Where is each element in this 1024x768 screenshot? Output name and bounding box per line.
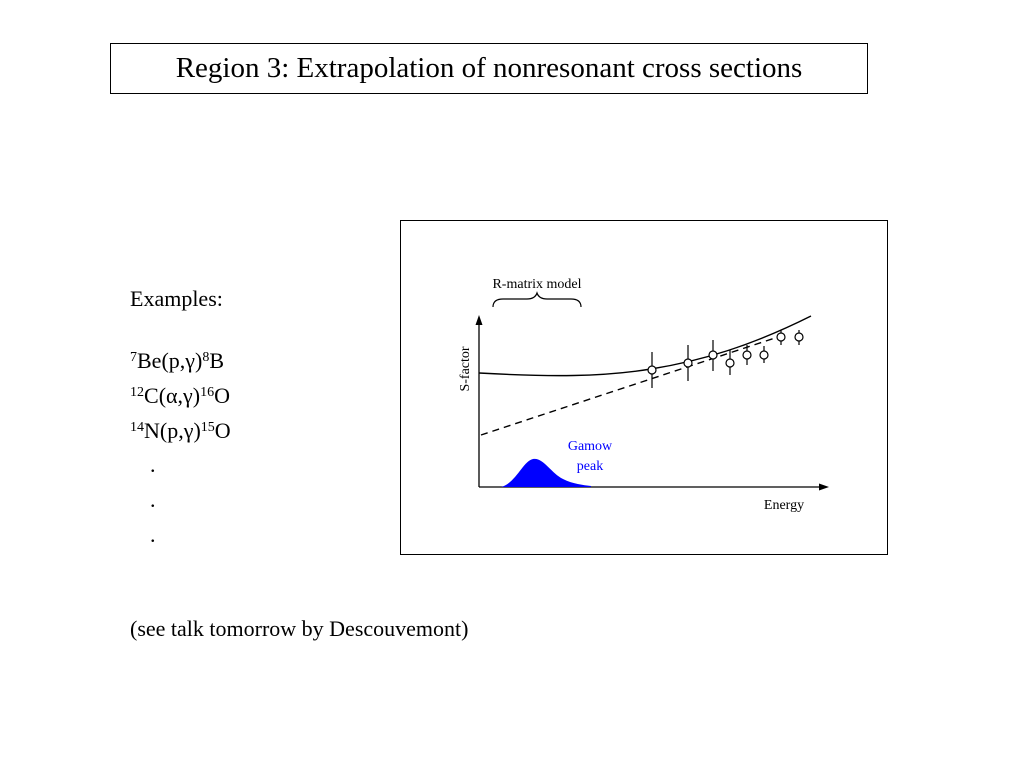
data-point — [742, 345, 752, 365]
target-nucleus: C — [144, 383, 159, 408]
r-matrix-fit-curve — [478, 315, 812, 377]
reaction-item: 12C(α,γ)16O — [130, 378, 231, 413]
model-range-brace — [492, 291, 582, 308]
continuation-dot: . — [150, 452, 156, 477]
reaction-channel: (α,γ) — [158, 383, 201, 408]
data-point — [708, 340, 718, 371]
reaction-channel: (p,γ) — [159, 418, 201, 443]
diagram-canvas: S-factor Energy R-matrix model Gamow pea… — [458, 277, 829, 513]
reaction-list: 7Be(p,γ)8B 12C(α,γ)16O 14N(p,γ)15O — [130, 343, 231, 448]
product-nucleus: O — [214, 418, 231, 443]
reference-note: (see talk tomorrow by Descouvemont) — [130, 616, 469, 641]
reaction-item: 14N(p,γ)15O — [130, 413, 231, 448]
gamow-label-line2: peak — [577, 459, 603, 474]
target-mass-number: 12 — [130, 385, 144, 400]
reaction-item: 7Be(p,γ)8B — [130, 343, 231, 378]
target-nucleus: Be — [137, 348, 162, 373]
product-mass-number: 8 — [202, 350, 210, 365]
reaction-channel: (p,γ) — [161, 348, 203, 373]
gamow-peak — [501, 458, 591, 487]
model-label: R-matrix model — [492, 277, 581, 292]
product-mass-number: 16 — [200, 385, 215, 400]
target-mass-number: 14 — [130, 420, 144, 435]
slide-title-text: Region 3: Extrapolation of nonresonant c… — [175, 52, 803, 84]
target-mass-number: 7 — [130, 350, 137, 365]
s-factor-diagram: S-factor Energy R-matrix model Gamow pea… — [400, 220, 888, 555]
product-mass-number: 15 — [200, 420, 215, 435]
x-axis-label: Energy — [764, 498, 804, 513]
product-nucleus: O — [214, 383, 230, 408]
data-point — [759, 346, 769, 363]
product-nucleus: B — [209, 348, 225, 373]
continuation-dot: . — [150, 487, 156, 512]
data-point — [776, 330, 786, 345]
y-axis-label: S-factor — [458, 346, 473, 391]
data-point — [794, 330, 804, 345]
slide-title: Region 3: Extrapolation of nonresonant c… — [110, 43, 868, 94]
target-nucleus: N — [144, 418, 160, 443]
gamow-label-line1: Gamow — [568, 439, 613, 454]
continuation-dot: . — [150, 522, 156, 547]
data-point — [683, 345, 693, 381]
data-point — [725, 350, 735, 375]
continuation-dots: . . . — [150, 447, 156, 552]
data-point — [647, 352, 657, 388]
x-axis-arrowhead — [819, 483, 829, 491]
extrapolation-line — [480, 335, 782, 436]
examples-heading: Examples: — [130, 286, 223, 311]
y-axis-arrowhead — [475, 315, 483, 325]
